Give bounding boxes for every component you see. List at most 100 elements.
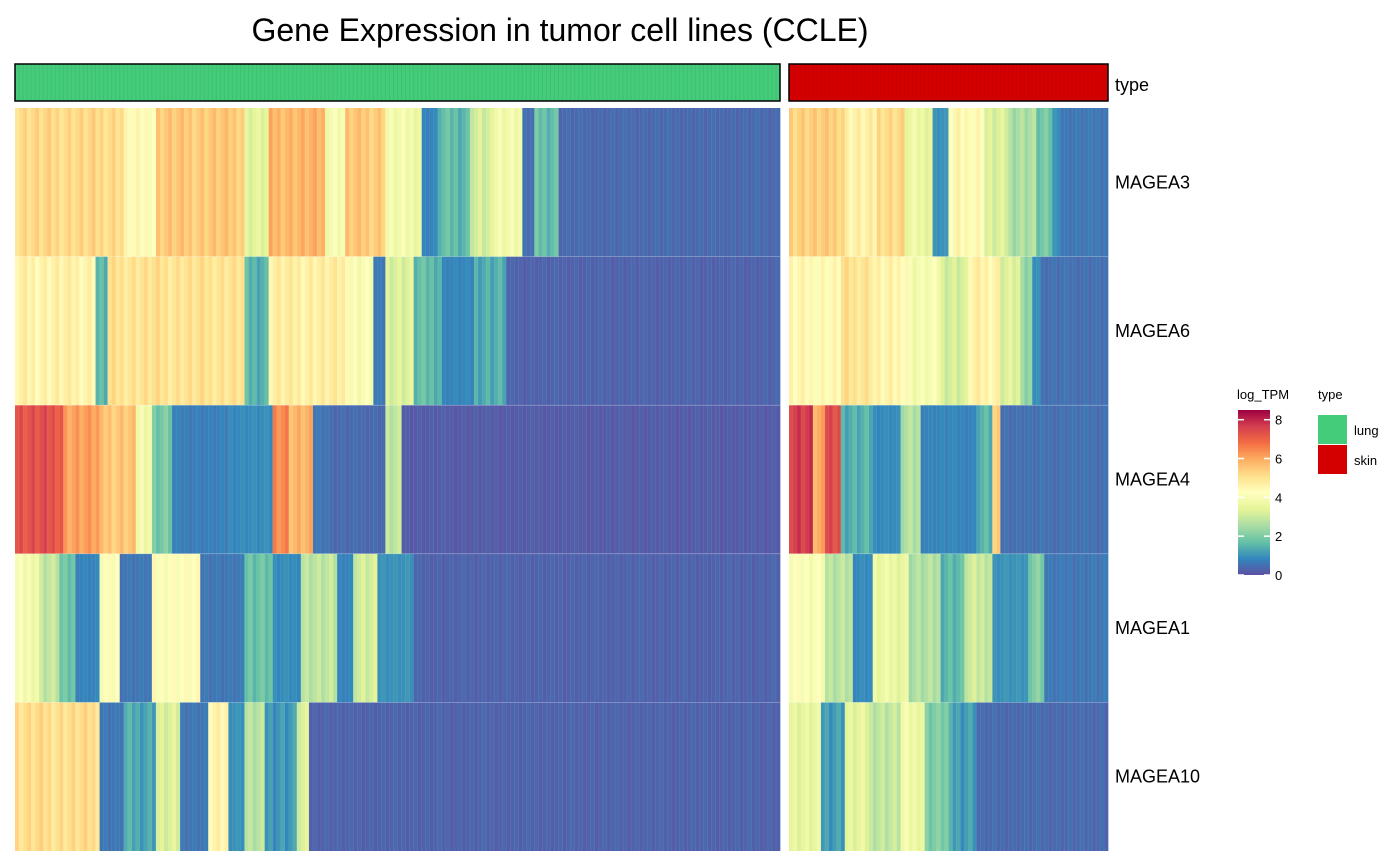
heatmap-cell (127, 108, 133, 257)
heatmap-cell (763, 256, 769, 406)
heatmap-cell (43, 553, 48, 703)
heatmap-cell (1072, 108, 1077, 257)
heatmap-cell (647, 405, 652, 554)
heatmap-cell (888, 256, 894, 406)
heatmap-cell (844, 553, 850, 703)
heatmap-cell (655, 108, 660, 257)
heatmap-cell (892, 256, 898, 406)
annotation-bars (14, 63, 1109, 102)
heatmap-cell (952, 405, 957, 554)
heatmap-cell (417, 553, 423, 703)
heatmap-cell (276, 553, 282, 703)
heatmap-cell (820, 702, 826, 851)
heatmap-cell (522, 702, 527, 851)
heatmap-cell (409, 553, 414, 703)
heatmap-cell (304, 108, 310, 257)
heatmap-cell (413, 702, 418, 851)
heatmap-cell (1068, 702, 1073, 851)
heatmap-cell (15, 702, 20, 851)
heatmap-cell (1012, 405, 1017, 554)
heatmap-cell (67, 405, 72, 554)
heatmap-cell (19, 108, 24, 257)
heatmap-cell (896, 256, 901, 406)
heatmap-cell (457, 553, 463, 703)
heatmap-cell (220, 108, 225, 257)
heatmap-cell (594, 702, 600, 851)
heatmap-cell (1092, 108, 1097, 257)
heatmap-cell (296, 553, 302, 703)
heatmap-cell (804, 108, 810, 257)
heatmap-cell (767, 405, 773, 554)
heatmap-cell (51, 405, 56, 554)
heatmap-cell (980, 256, 985, 406)
heatmap-cell (71, 702, 76, 851)
heatmap-cell (972, 553, 977, 703)
heatmap-cell (1008, 702, 1013, 851)
heatmap-cell (723, 405, 729, 554)
heatmap-cell (980, 553, 985, 703)
heatmap-cell (735, 702, 741, 851)
heatmap-cell (864, 405, 870, 554)
heatmap-cell (421, 702, 427, 851)
heatmap-cell (984, 553, 989, 703)
heatmap-cell (482, 702, 487, 851)
heatmap-cell (1064, 553, 1069, 703)
heatmap-cell (614, 553, 620, 703)
heatmap-cell (349, 256, 354, 406)
heatmap-cell (570, 405, 576, 554)
heatmap-cell (373, 256, 378, 406)
heatmap-cell (542, 702, 547, 851)
heatmap-cell (622, 553, 628, 703)
heatmap-cell (236, 405, 241, 554)
heatmap-cell (852, 108, 858, 257)
heatmap-cell (449, 256, 455, 406)
heatmap-cell (429, 108, 435, 257)
heatmap-cell (329, 108, 334, 257)
heatmap-cell (127, 256, 133, 406)
heatmap-cell (224, 553, 229, 703)
heatmap-cell (743, 553, 749, 703)
heatmap-cell (872, 702, 878, 851)
heatmap-cell (695, 108, 700, 257)
heatmap-cell (1020, 553, 1025, 703)
heatmap-cell (248, 702, 253, 851)
heatmap-cell (856, 702, 862, 851)
heatmap-cell (212, 405, 217, 554)
heatmap-cell (880, 256, 886, 406)
heatmap-cell (341, 256, 346, 406)
heatmap-cell (1068, 405, 1073, 554)
heatmap-cell (1076, 108, 1081, 257)
row-label-magea4: MAGEA4 (1115, 470, 1190, 490)
heatmap-cell (968, 256, 973, 406)
heatmap-cell (775, 702, 781, 851)
heatmap-cell (675, 553, 680, 703)
heatmap-cell (131, 702, 137, 851)
heatmap-cell (300, 405, 306, 554)
heatmap-cell (433, 108, 439, 257)
heatmap-cell (292, 256, 298, 406)
heatmap-cell (67, 256, 72, 406)
heatmap-cell (63, 405, 68, 554)
heatmap-cell (353, 405, 358, 554)
heatmap-cell (1008, 108, 1013, 257)
heatmap-cell (940, 553, 945, 703)
heatmap-cell (844, 108, 850, 257)
heatmap-cell (300, 702, 306, 851)
heatmap-cell (316, 256, 322, 406)
heatmap-cell (35, 702, 40, 851)
heatmap-cell (264, 405, 270, 554)
heatmap-cell (196, 108, 201, 257)
heatmap-cell (940, 108, 945, 257)
heatmap-cell (333, 553, 338, 703)
heatmap-cell (852, 702, 858, 851)
heatmap-cell (163, 553, 169, 703)
heatmap-cell (449, 405, 455, 554)
heatmap-cell (260, 256, 265, 406)
heatmap-cell (916, 405, 921, 554)
heatmap-cell (99, 553, 104, 703)
heatmap-cell (482, 553, 487, 703)
heatmap-cell (304, 405, 310, 554)
heatmap-body (15, 108, 1109, 851)
heatmap-cell (960, 553, 965, 703)
heatmap-cell (381, 256, 386, 406)
